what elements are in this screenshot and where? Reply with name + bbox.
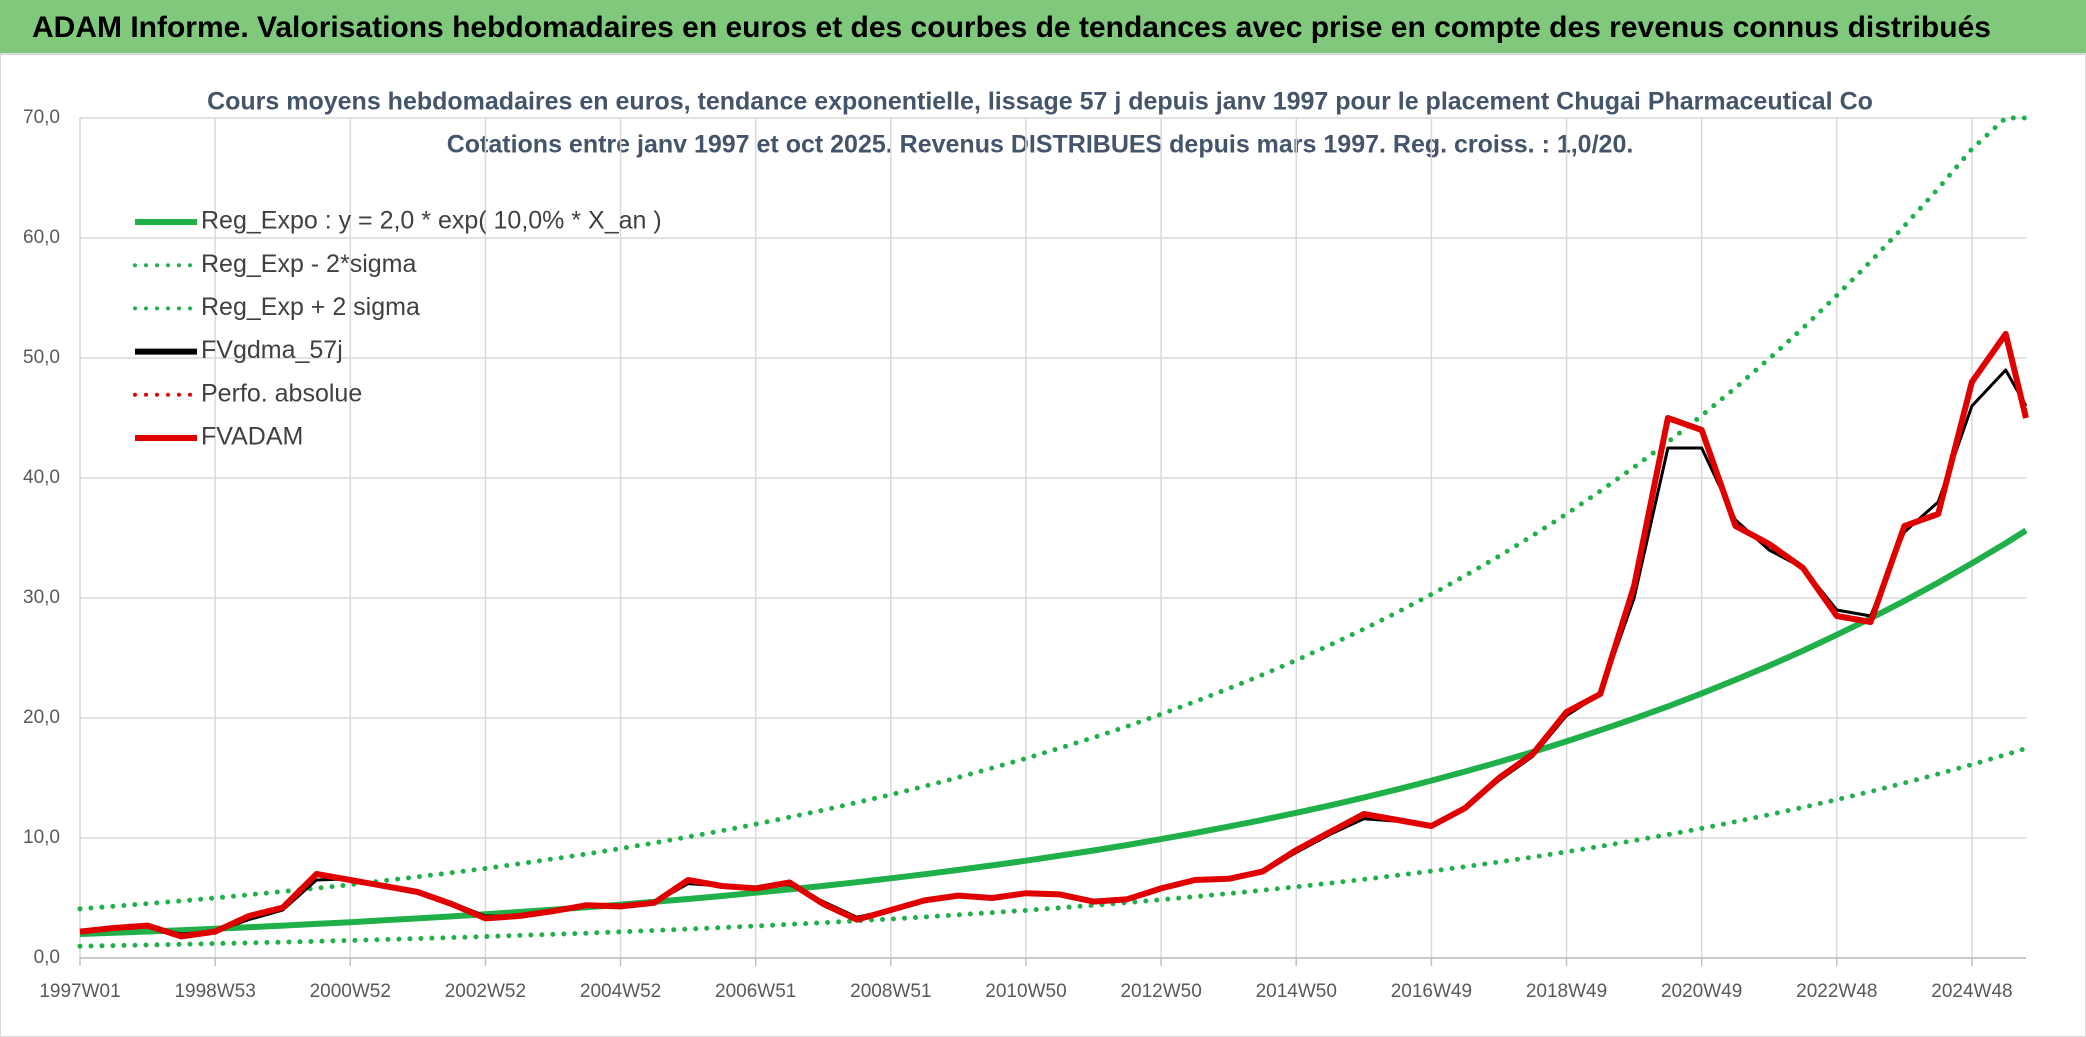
chart-area — [0, 53, 2086, 1037]
y-tick-label: 10,0 — [23, 827, 60, 848]
x-tick-label: 2024W48 — [1931, 981, 2012, 1002]
y-tick-label: 70,0 — [23, 107, 60, 128]
y-tick-label: 20,0 — [23, 707, 60, 728]
x-tick-label: 2000W52 — [310, 981, 391, 1002]
y-tick-label: 0,0 — [34, 947, 60, 968]
x-tick-label: 1997W01 — [39, 981, 120, 1002]
x-tick-label: 2014W50 — [1256, 981, 1337, 1002]
legend-label: Reg_Exp - 2*sigma — [201, 250, 416, 278]
y-tick-label: 50,0 — [23, 347, 60, 368]
x-tick-label: 2004W52 — [580, 981, 661, 1002]
header-bar — [0, 0, 2086, 54]
legend-label: Perfo. absolue — [201, 379, 362, 407]
x-tick-label: 2008W51 — [850, 981, 931, 1002]
series-line — [77, 115, 2029, 912]
series-line — [77, 746, 2029, 949]
x-tick-label: 2002W52 — [445, 981, 526, 1002]
x-tick-label: 1998W53 — [174, 981, 255, 1002]
x-tick-label: 2006W51 — [715, 981, 796, 1002]
legend-label: Reg_Exp + 2 sigma — [201, 293, 420, 321]
header-title: ADAM Informe. Valorisations hebdomadaire… — [32, 11, 1991, 44]
y-tick-label: 30,0 — [23, 587, 60, 608]
series-line — [79, 527, 2028, 937]
y-tick-label: 60,0 — [23, 227, 60, 248]
x-tick-label: 2012W50 — [1120, 981, 1201, 1002]
chart-title: Cours moyens hebdomadaires en euros, ten… — [207, 88, 1873, 116]
legend-label: FVADAM — [201, 423, 303, 451]
x-tick-label: 2016W49 — [1391, 981, 1472, 1002]
legend-label: FVgdma_57j — [201, 336, 343, 364]
x-tick-label: 2020W49 — [1661, 981, 1742, 1002]
series-line — [79, 331, 2029, 940]
y-tick-label: 40,0 — [23, 467, 60, 488]
x-tick-label: 2010W50 — [985, 981, 1066, 1002]
x-tick-label: 2018W49 — [1526, 981, 1607, 1002]
x-tick-label: 2022W48 — [1796, 981, 1877, 1002]
chart-subtitle: Cotations entre janv 1997 et oct 2025. R… — [447, 131, 1634, 159]
legend-label: Reg_Expo : y = 2,0 * exp( 10,0% * X_an ) — [201, 207, 662, 235]
